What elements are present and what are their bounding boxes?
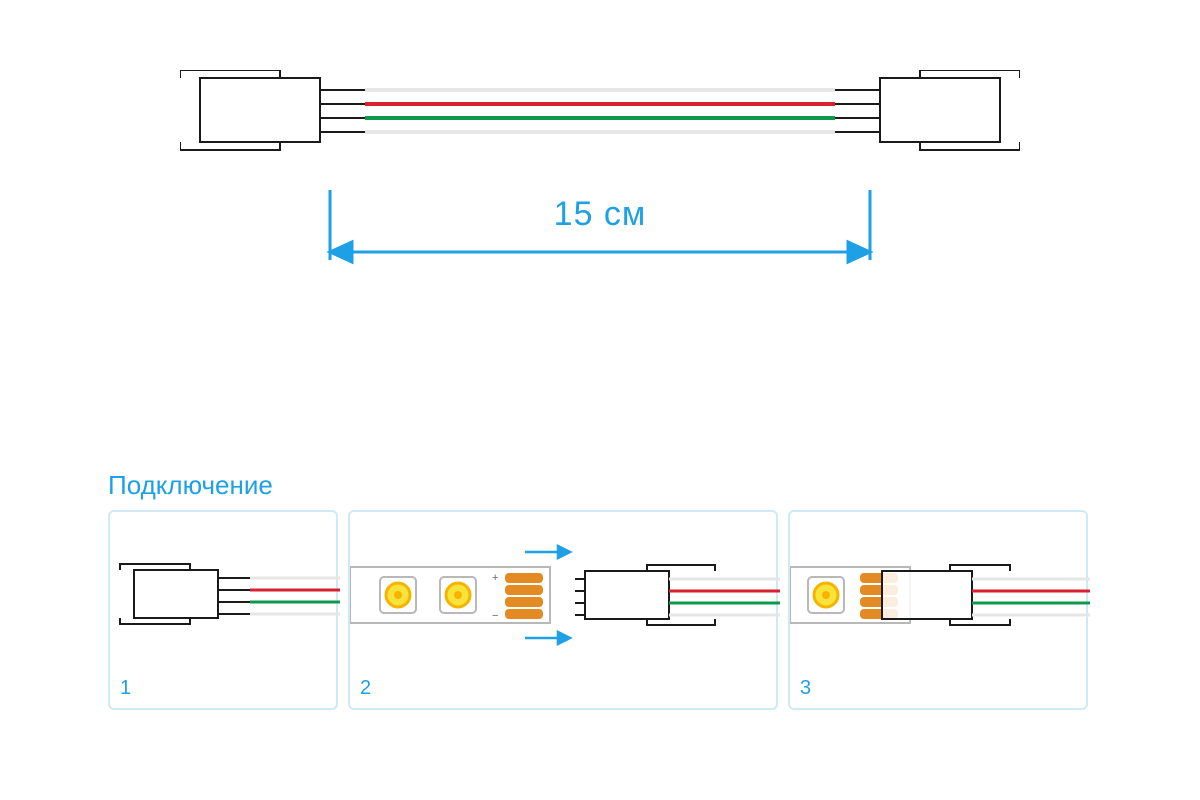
- wires: [365, 90, 835, 132]
- cable-diagram: 15 см: [180, 70, 1020, 270]
- step-1: 1: [108, 510, 338, 710]
- steps-row: 1 + −: [108, 510, 1088, 710]
- step2-svg: + −: [350, 512, 780, 682]
- step-label-2: 2: [360, 677, 371, 700]
- svg-text:+: +: [492, 572, 498, 584]
- step1-svg: [110, 512, 340, 682]
- dimension-text: 15 см: [180, 195, 1020, 234]
- led-chip: [440, 577, 476, 613]
- step-2: + −: [348, 510, 778, 710]
- led-chip: [380, 577, 416, 613]
- step-label-3: 3: [800, 677, 811, 700]
- svg-text:−: −: [492, 610, 498, 622]
- step-3: 3: [788, 510, 1088, 710]
- right-connector: [835, 70, 1020, 150]
- left-connector: [180, 70, 365, 150]
- cable-svg: [180, 70, 1020, 190]
- step-label-1: 1: [120, 677, 131, 700]
- section-title: Подключение: [108, 470, 273, 501]
- step3-svg: [790, 512, 1090, 682]
- led-chip: [808, 577, 844, 613]
